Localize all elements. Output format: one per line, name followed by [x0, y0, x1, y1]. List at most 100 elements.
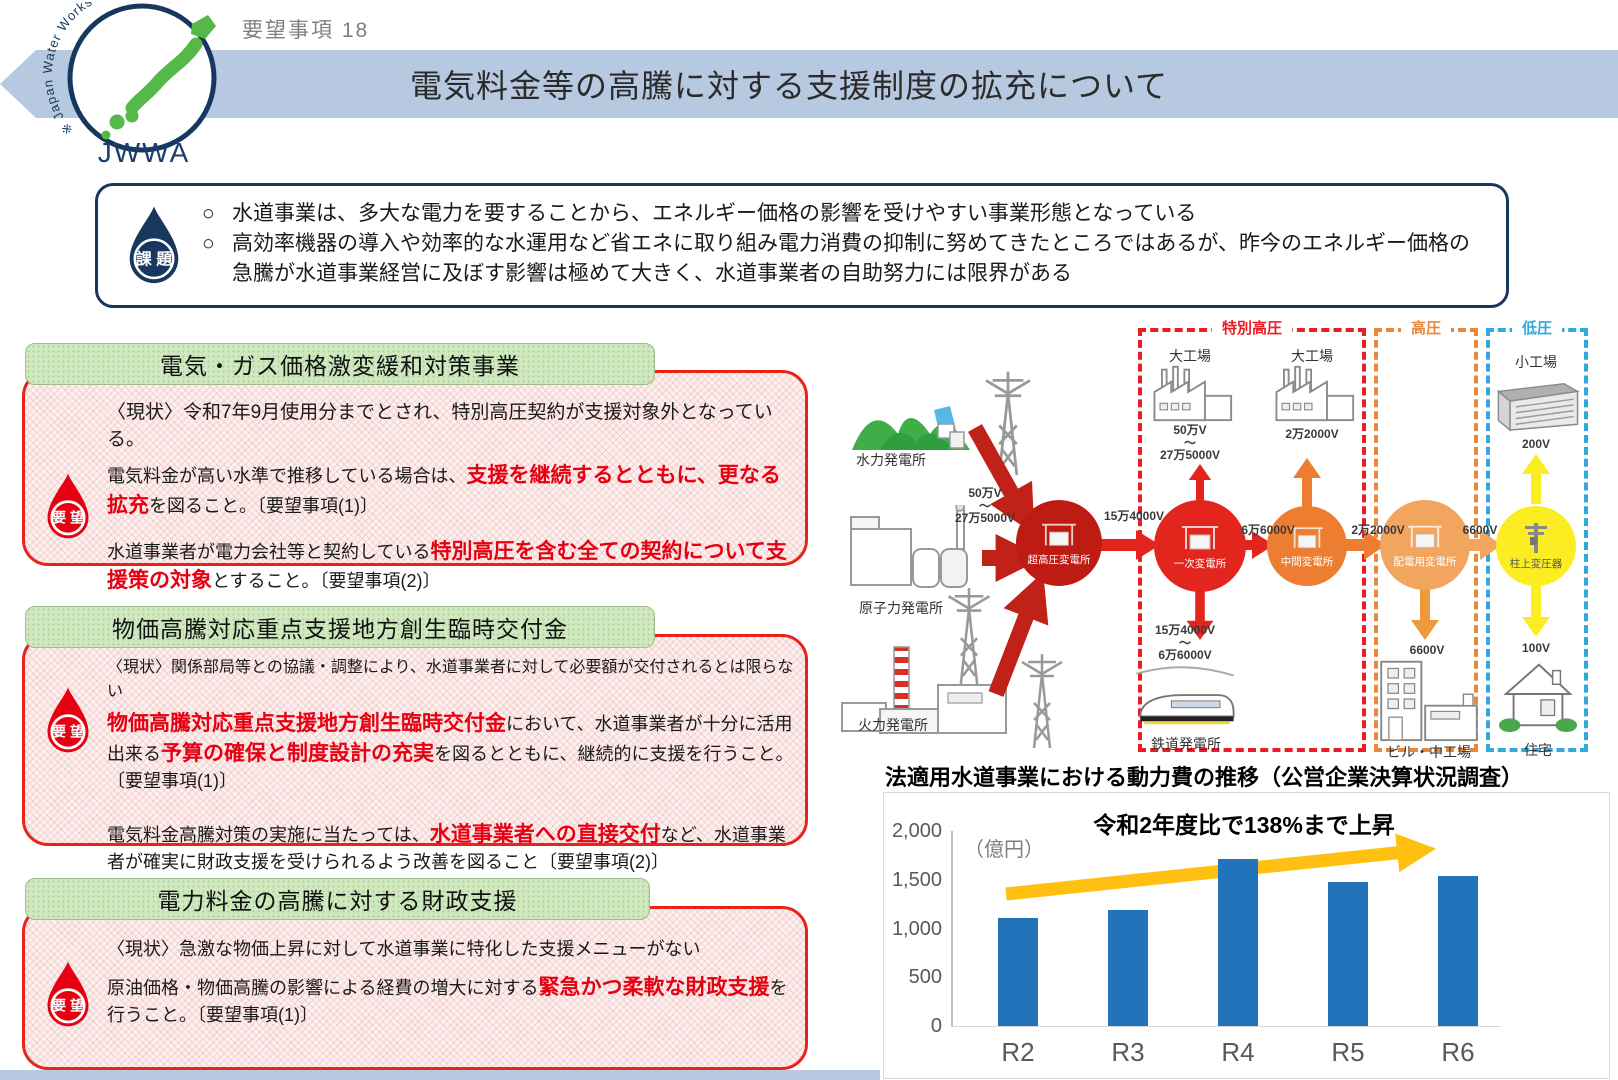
request-badge-label: 要 望 — [52, 510, 84, 526]
issue-bullet: ○ — [202, 202, 215, 225]
distribution-substation: 配電用変電所 — [1380, 500, 1470, 590]
warehouse-icon — [1496, 382, 1580, 432]
issues-panel: 課 題 ○ 水道事業は、多大な電力を要することから、エネルギー価格の影響を受けや… — [95, 183, 1509, 308]
request-box-3: 要 望 〈現状〉急激な物価上昇に対して水道事業に特化した支援メニューがない 原油… — [22, 906, 808, 1070]
arrow-c4-c5-icon — [1462, 530, 1502, 560]
chart-xlabel: R5 — [1331, 1037, 1365, 1067]
arrow-down-building-icon — [1411, 588, 1439, 640]
feed-arrows-icon — [968, 424, 1049, 697]
request-paragraph: 電気料金高騰対策の実施に当たっては、水道事業者への直接交付など、水道事業者が確実… — [107, 820, 797, 875]
chart-annotation: 令和2年度比で138%まで上昇 — [1093, 812, 1395, 838]
house-label: 住宅 — [1524, 742, 1552, 758]
substation-icon — [1408, 525, 1442, 548]
hydro-plant-icon — [852, 406, 970, 450]
chart-ytick: 0 — [930, 1015, 942, 1037]
request-box-1: 要 望 〈現状〉令和7年9月使用分までとされ、特別高圧契約が支援対象外となってい… — [22, 370, 808, 592]
substation-label: 超高圧変電所 — [1027, 554, 1091, 566]
chart-xlabel: R4 — [1221, 1037, 1255, 1067]
substation-label: 中間変電所 — [1280, 556, 1334, 568]
building-voltage: 6600V — [1409, 643, 1445, 657]
line-voltage-label: 6600V — [1462, 523, 1498, 537]
issue-text: 高効率機器の導入や効率的な水運用など省エネに取り組み電力消費の抑制に努めてきたと… — [232, 231, 1470, 285]
thermal-plant-label: 火力発電所 — [858, 717, 928, 733]
text-segment-em: 水道事業者への直接交付 — [429, 823, 661, 847]
request-badge-label: 要 望 — [52, 998, 84, 1014]
text-segment: を行うこと。〔要望事項(1)〕 — [107, 978, 788, 1025]
hydro-plant-label: 水力発電所 — [856, 452, 926, 468]
small-factory-voltage: 200V — [1521, 437, 1551, 451]
factory2-label: 大工場 — [1291, 348, 1333, 364]
factory2-voltage: 2万2000V — [1285, 427, 1339, 441]
substation-icon — [1182, 526, 1218, 550]
request-paragraph: 物価高騰対応重点支援地方創生臨時交付金において、水道事業者が十分に活用出来る予算… — [107, 709, 797, 794]
line-voltage-label: 2万2000V — [1351, 523, 1405, 537]
intermediate-substation: 中間変電所 — [1267, 506, 1347, 586]
transmission-tower-icon — [1021, 654, 1063, 748]
bottom-accent-strip — [0, 1070, 880, 1080]
request-badge-icon: 要 望 — [47, 961, 89, 1027]
zone-label: 高圧 — [1400, 317, 1452, 338]
request-badge-label: 要 望 — [52, 724, 84, 740]
section-heading-1-label: 電気・ガス価格激変緩和対策事業 — [160, 353, 520, 379]
chart-xlabel: R6 — [1441, 1037, 1475, 1067]
railway-label: 鉄道発電所 — [1151, 736, 1221, 752]
power-cost-chart: （億円） 令和2年度比で138%まで上昇 2,000 1,500 1,000 500 0… — [883, 792, 1610, 1079]
text-segment-em: 支援を継続するとともに、更なる拡充 — [107, 464, 781, 517]
request-badge-icon: 要 望 — [47, 473, 89, 539]
text-segment: など、水道事業者が確実に財政支援を受けられるよう改善を図ること〔要望事項(2)〕 — [107, 825, 786, 872]
text-segment-em: 特別高圧を含む全ての契約について支援策の対象 — [107, 539, 787, 593]
jwwa-logo-icon: ※ Japan Water Works Association JWWA — [40, 0, 217, 168]
transmission-tower-icon — [947, 588, 991, 684]
zone-label: 低圧 — [1511, 317, 1563, 338]
text-segment: 電気料金が高い水準で推移している場合は、 — [107, 466, 467, 486]
arrow-down-railway-icon — [1186, 590, 1214, 640]
line-voltage-label: 6万6000V — [1241, 523, 1295, 537]
chart-bar — [1218, 858, 1258, 1026]
text-segment: を図ること。〔要望事項(1)〕 — [149, 495, 378, 516]
zone-label: 特別高圧 — [1211, 317, 1293, 338]
factory-icon — [1153, 365, 1233, 422]
substation-icon — [1291, 527, 1323, 549]
text-segment: において、水道事業者が十分に活用出来る — [107, 714, 793, 764]
arrow-up-small-factory-icon — [1522, 454, 1550, 504]
issues-badge-label: 課 題 — [136, 250, 173, 269]
section-heading-3-label: 電力料金の高騰に対する財政支援 — [157, 888, 518, 914]
nuclear-plant-label: 原子力発電所 — [859, 600, 943, 616]
factory1-label: 大工場 — [1169, 348, 1211, 364]
pole-transformer-label: 柱上変圧器 — [1509, 558, 1563, 570]
arrow-c3-c4-icon — [1342, 530, 1386, 560]
chart-x-axis — [951, 1026, 1501, 1027]
chart-bar — [1328, 881, 1368, 1026]
section-heading-1: 電気・ガス価格激変緩和対策事業 — [25, 343, 655, 385]
chart-title: 法適用水道事業における動力費の推移（公営企業決算状況調査） — [885, 765, 1524, 790]
chart-xlabel: R3 — [1111, 1037, 1145, 1067]
house-voltage: 100V — [1521, 641, 1551, 655]
factory-icon — [1275, 365, 1355, 422]
arrow-down-house-icon — [1522, 585, 1550, 637]
chart-y-axis — [951, 831, 953, 1026]
request-box-2: 要 望 〈現状〉関係部局等との協議・調整により、水道事業者に対して必要額が交付さ… — [22, 634, 808, 872]
small-factory-label: 小工場 — [1515, 354, 1557, 370]
text-segment: 電気料金高騰対策の実施に当たっては、 — [107, 825, 430, 846]
page-tagline: 要望事項 18 — [242, 19, 370, 42]
pole-transformer: 柱上変圧器 — [1496, 506, 1576, 586]
transmission-tower-icon — [985, 371, 1031, 476]
chart-plot: 2,000 1,500 1,000 500 0 R2 R3 R4 R5 R6 — [884, 793, 1611, 1080]
request-paragraph: 原油価格・物価高騰の影響による経費の増大に対する緊急かつ柔軟な財政支援を行うこと… — [107, 973, 797, 1028]
utility-pole-icon — [1525, 523, 1547, 553]
text-segment: 原油価格・物価高騰の影響による経費の増大に対する — [107, 978, 539, 998]
issue-item: ○ 水道事業は、多大な電力を要することから、エネルギー価格の影響を受けやすい事業… — [202, 199, 1490, 229]
chart-ytick: 1,500 — [891, 868, 942, 891]
issues-badge-icon: 課 題 — [129, 206, 179, 284]
status-line: 〈現状〉関係部局等との協議・調整により、水道事業者に対して必要額が交付されるとは… — [107, 659, 794, 700]
text-segment-em: 物価高騰対応重点支援地方創生臨時交付金 — [107, 712, 506, 735]
chart-bar — [1438, 875, 1478, 1026]
text-segment: 水道事業者が電力会社等と契約している — [107, 541, 431, 562]
railway-voltage: 15万4000V 〜 6万6000V — [1154, 623, 1216, 663]
primary-substation: 一次変電所 — [1154, 500, 1246, 592]
arrow-up-factory2-icon — [1293, 458, 1321, 508]
substation-label: 一次変電所 — [1173, 558, 1227, 570]
chart-ytick: 1,000 — [891, 917, 942, 940]
issue-text: 水道事業は、多大な電力を要することから、エネルギー価格の影響を受けやすい事業形態… — [232, 202, 1197, 225]
